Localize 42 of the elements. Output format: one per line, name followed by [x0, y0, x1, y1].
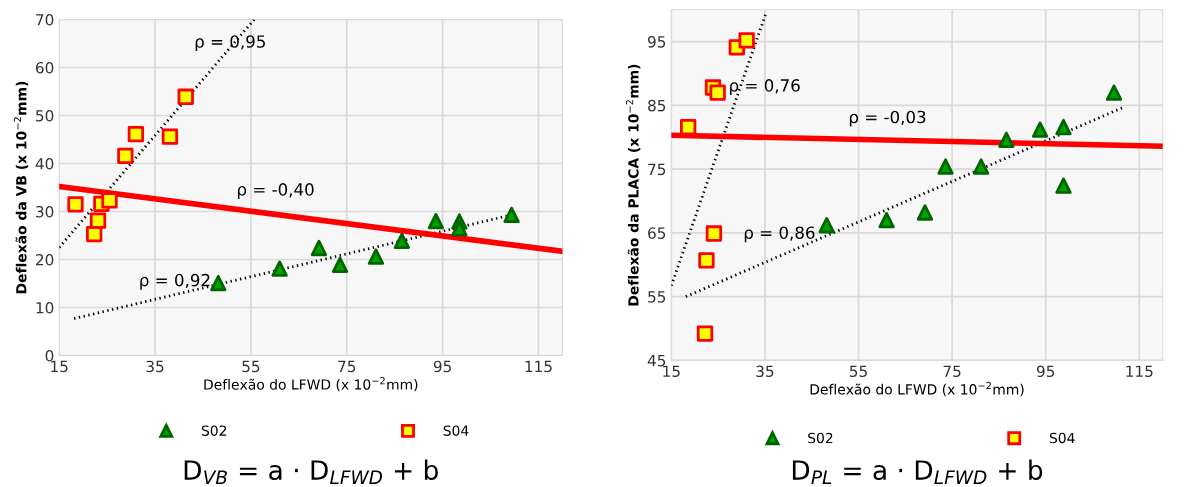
annotation: ρ = 0,95 [195, 35, 265, 52]
y-tick-label: 65 [648, 227, 666, 239]
y-tick-label: 60 [35, 61, 54, 74]
x-tick-label: 95 [433, 360, 451, 373]
y-axis-title: Deflexão da VB (x 10$^{−2}$mm) [13, 81, 29, 294]
x-tick-label: 55 [849, 365, 867, 378]
y-tick-label: 45 [647, 355, 666, 367]
x-tick-label: 15 [663, 365, 680, 378]
x-tick-label: 35 [756, 365, 774, 378]
annotation: ρ = -0,40 [237, 183, 314, 199]
y-tick-label: 55 [648, 291, 666, 303]
y-tick-label: 10 [36, 301, 54, 314]
text: D$_{PL}$ = a · D$_{LFWD}$ + b [792, 459, 1043, 484]
text: D$_{VB}$ = a · D$_{LFWD}$ + b [184, 459, 438, 484]
x-axis-title: Deflexão do LFWD (x 10$^{−2}$mm) [810, 381, 1024, 397]
legend-label: S04 [443, 425, 469, 436]
y-tick-label: 95 [647, 36, 666, 48]
legend-label: S04 [1049, 432, 1075, 444]
x-tick-label: 35 [146, 360, 164, 373]
annotation: ρ = 0,76 [730, 79, 800, 95]
annotation: ρ = 0,86 [744, 226, 815, 243]
y-tick-label: 75 [648, 163, 666, 176]
x-tick-label: 115 [525, 360, 552, 373]
legend-label: S02 [808, 432, 833, 444]
y-tick-label: 85 [648, 99, 666, 112]
x-tick-label: 115 [1126, 365, 1153, 378]
legend-label: S02 [201, 425, 227, 436]
y-tick-label: 20 [36, 253, 54, 266]
x-axis-title: Deflexão do LFWD (x 10$^{−2}$mm) [204, 376, 418, 392]
x-tick-label: 55 [242, 360, 260, 373]
y-tick-label: 30 [36, 205, 54, 218]
x-tick-label: 95 [1036, 365, 1055, 378]
y-axis-title: Deflexão da PLACA (x 10$^{−2}$mm) [625, 64, 641, 306]
annotation: ρ = -0,03 [849, 110, 926, 127]
y-tick-label: 50 [36, 109, 54, 122]
y-tick-label: 0 [45, 349, 54, 362]
x-tick-label: 15 [51, 360, 68, 373]
y-tick-label: 70 [36, 13, 54, 26]
x-tick-label: 75 [943, 365, 961, 378]
annotation: ρ = 0,92 [140, 273, 210, 290]
x-tick-label: 75 [338, 360, 356, 373]
y-tick-label: 40 [35, 157, 54, 170]
